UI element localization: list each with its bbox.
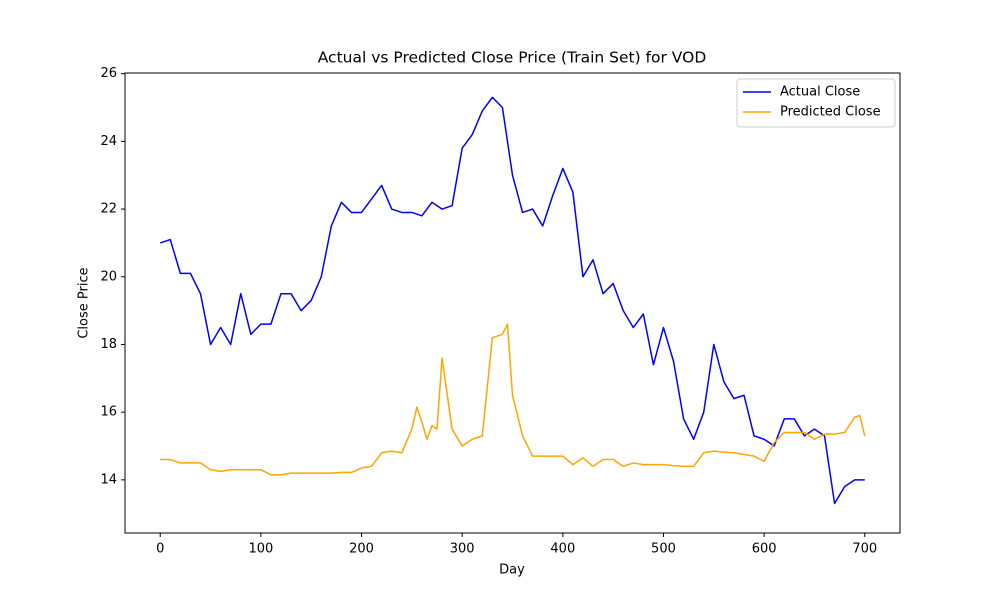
y-tick-label: 18 [100,337,117,352]
line-series [159,96,865,505]
y-tick-label: 14 [100,472,117,487]
y-tick-label: 16 [100,405,117,420]
y-tick-label: 22 [100,202,117,217]
plot-frame [124,72,901,534]
x-axis-label: Day [499,563,525,578]
y-tick-label: 20 [100,269,117,284]
x-tick-label: 500 [651,542,676,557]
x-tick-label: 0 [156,542,164,557]
x-tick-label: 400 [550,542,575,557]
chart-title: Actual vs Predicted Close Price (Train S… [318,49,707,67]
y-tick-label: 24 [100,134,117,149]
legend-label: Actual Close [780,85,860,100]
x-tick-label: 700 [852,542,877,557]
y-axis-label: Close Price [77,267,92,338]
x-tick-label: 300 [450,542,475,557]
x-tick-label: 100 [248,542,273,557]
y-tick-label: 26 [100,66,117,81]
line-series [160,323,866,476]
legend-label: Predicted Close [780,105,881,120]
x-tick-label: 600 [752,542,777,557]
x-tick-label: 200 [349,542,374,557]
legend-box [736,78,896,128]
